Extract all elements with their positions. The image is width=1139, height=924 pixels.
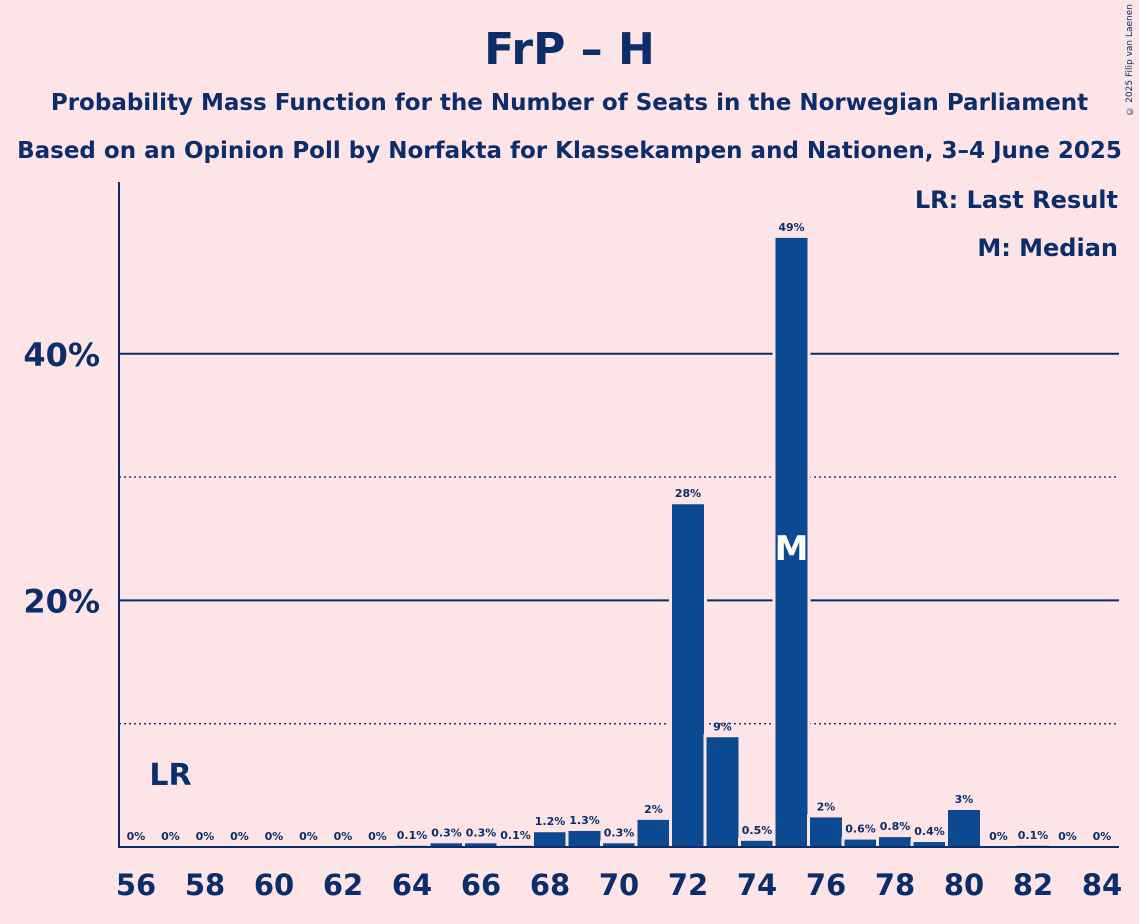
x-tick-label: 62 — [323, 868, 363, 902]
data-label-seat-83: 0% — [1058, 830, 1077, 843]
bar-seat-80 — [948, 810, 980, 847]
x-tick-label: 64 — [392, 868, 432, 902]
data-label-seat-74: 0.5% — [742, 824, 773, 837]
data-label-seat-68: 1.2% — [535, 815, 566, 828]
median-marker: M — [775, 529, 809, 569]
data-label-seat-59: 0% — [230, 830, 249, 843]
x-tick-label: 74 — [737, 868, 777, 902]
data-label-seat-78: 0.8% — [880, 820, 911, 833]
data-label-seat-71: 2% — [644, 803, 663, 816]
bar-seat-66 — [465, 843, 497, 847]
data-label-seat-73: 9% — [713, 720, 732, 733]
x-tick-label: 80 — [944, 868, 984, 902]
data-label-seat-60: 0% — [265, 830, 284, 843]
legend-median: M: Median — [977, 234, 1118, 262]
bar-seat-72 — [672, 504, 704, 847]
y-tick-label: 40% — [23, 336, 100, 374]
x-tick-label: 56 — [116, 868, 156, 902]
bar-halo — [1014, 842, 1052, 847]
x-tick-label: 58 — [185, 868, 225, 902]
x-tick-label: 82 — [1013, 868, 1053, 902]
data-label-seat-66: 0.3% — [466, 826, 497, 839]
bar-seat-78 — [879, 837, 911, 847]
x-tick-label: 60 — [254, 868, 294, 902]
data-label-seat-56: 0% — [127, 830, 146, 843]
bar-seat-74 — [741, 840, 773, 847]
last-result-marker: LR — [149, 758, 191, 793]
bar-seat-73 — [706, 737, 739, 847]
bar-seat-71 — [637, 819, 670, 847]
data-label-seat-72: 28% — [675, 487, 701, 500]
bar-seat-65 — [430, 843, 463, 847]
data-label-seat-57: 0% — [161, 830, 180, 843]
x-tick-label: 78 — [875, 868, 915, 902]
legend-last-result: LR: Last Result — [914, 186, 1118, 214]
y-tick-label: 20% — [23, 582, 100, 620]
bar-seat-77 — [844, 839, 877, 847]
bar-halo — [393, 842, 431, 847]
data-label-seat-79: 0.4% — [914, 825, 945, 838]
x-tick-label: 68 — [530, 868, 570, 902]
data-label-seat-64: 0.1% — [397, 829, 428, 842]
data-label-seat-63: 0% — [368, 830, 387, 843]
data-label-seat-61: 0% — [299, 830, 318, 843]
data-label-seat-70: 0.3% — [604, 826, 635, 839]
data-label-seat-62: 0% — [334, 830, 353, 843]
x-tick-label: 84 — [1082, 868, 1122, 902]
data-label-seat-75: 49% — [778, 221, 804, 234]
bar-seat-79 — [913, 842, 946, 847]
data-label-seat-76: 2% — [817, 800, 836, 813]
bar-seat-70 — [603, 843, 635, 847]
x-tick-label: 76 — [806, 868, 846, 902]
data-label-seat-82: 0.1% — [1018, 829, 1049, 842]
data-label-seat-67: 0.1% — [500, 829, 531, 842]
bar-halo — [496, 842, 535, 847]
x-tick-label: 70 — [599, 868, 639, 902]
chart-subtitle-2: Based on an Opinion Poll by Norfakta for… — [17, 138, 1122, 164]
data-label-seat-80: 3% — [955, 793, 974, 806]
data-label-seat-58: 0% — [196, 830, 215, 843]
data-label-seat-77: 0.6% — [845, 823, 876, 836]
chart-subtitle-1: Probability Mass Function for the Number… — [50, 90, 1089, 116]
bar-seat-75 — [775, 237, 808, 847]
data-label-seat-81: 0% — [989, 830, 1008, 843]
chart-title: FrP – H — [484, 24, 655, 75]
x-tick-label: 72 — [668, 868, 708, 902]
data-label-seat-65: 0.3% — [431, 826, 462, 839]
bar-seat-68 — [534, 832, 566, 847]
data-label-seat-69: 1.3% — [569, 814, 600, 827]
data-label-seat-84: 0% — [1093, 830, 1112, 843]
bar-seat-69 — [568, 830, 601, 847]
bar-seat-76 — [810, 817, 842, 847]
x-tick-label: 66 — [461, 868, 501, 902]
